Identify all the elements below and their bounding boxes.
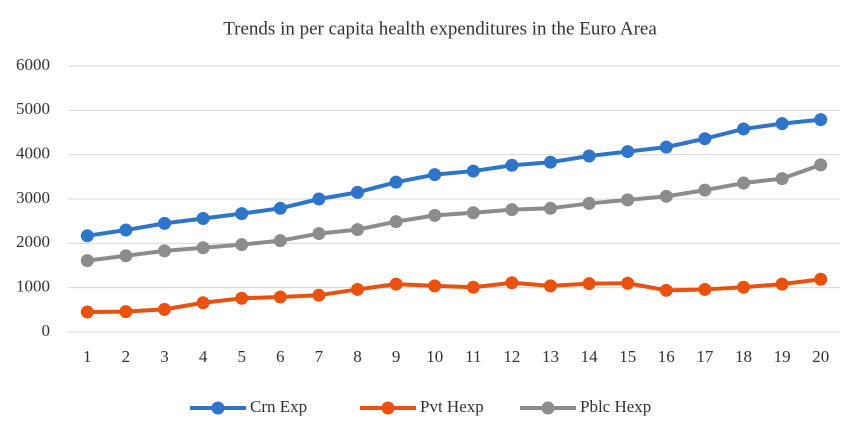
data-point [196, 296, 210, 310]
x-tick-label: 1 [83, 347, 92, 366]
data-point [119, 249, 133, 263]
x-tick-label: 14 [581, 347, 599, 366]
x-tick-label: 8 [353, 347, 362, 366]
data-point [621, 276, 635, 290]
chart-title: Trends in per capita health expenditures… [223, 18, 657, 39]
data-point [737, 122, 750, 136]
data-point [737, 176, 750, 190]
data-point [235, 238, 249, 252]
data-point [80, 229, 94, 243]
x-tick-label: 15 [619, 347, 636, 366]
data-point [119, 223, 133, 237]
data-point [659, 189, 673, 203]
data-point [312, 227, 326, 241]
data-point [466, 164, 480, 178]
data-point [775, 172, 789, 186]
x-tick-label: 12 [503, 347, 520, 366]
x-tick-label: 16 [658, 347, 675, 366]
data-point [119, 305, 133, 319]
data-point [273, 234, 287, 248]
series-line [87, 277, 821, 315]
data-point [351, 282, 364, 296]
data-point [582, 149, 596, 163]
data-point [775, 277, 789, 291]
x-tick-label: 3 [160, 347, 169, 366]
y-tick-label: 0 [42, 321, 51, 340]
data-point [428, 208, 442, 222]
data-point [544, 155, 557, 169]
x-tick-label: 11 [465, 347, 481, 366]
data-point [389, 277, 403, 291]
data-point [389, 175, 403, 189]
data-point [659, 140, 673, 154]
data-point [698, 183, 712, 197]
data-point [158, 244, 171, 258]
data-point [621, 193, 635, 207]
data-point [505, 158, 519, 172]
data-point [389, 215, 403, 229]
data-point [428, 168, 442, 182]
legend-marker [381, 401, 395, 415]
x-tick-label: 9 [392, 347, 401, 366]
x-tick-label: 19 [774, 347, 791, 366]
data-point [466, 280, 480, 294]
data-point [505, 276, 519, 290]
legend-marker [211, 401, 225, 415]
data-point [466, 206, 480, 220]
data-point [235, 291, 249, 305]
data-point [582, 277, 596, 291]
legend-label: Pvt Hexp [420, 397, 484, 416]
legend-marker [541, 401, 555, 415]
x-tick-label: 6 [276, 347, 285, 366]
data-point [582, 196, 596, 210]
data-point [428, 279, 442, 293]
data-point [80, 305, 94, 319]
data-point [814, 113, 828, 127]
data-point [158, 302, 171, 316]
x-tick-label: 4 [199, 347, 208, 366]
x-tick-label: 17 [696, 347, 714, 366]
data-point [312, 288, 326, 302]
data-point [312, 192, 326, 206]
y-tick-label: 6000 [16, 55, 50, 74]
x-tick-label: 20 [812, 347, 829, 366]
legend-label: Crn Exp [250, 397, 307, 416]
data-point [698, 282, 712, 296]
data-point [814, 158, 828, 172]
data-point [814, 272, 828, 286]
y-tick-label: 2000 [16, 232, 50, 251]
data-point [196, 241, 210, 255]
x-tick-label: 2 [122, 347, 131, 366]
data-point [505, 203, 519, 217]
y-tick-label: 3000 [16, 188, 50, 207]
data-point [235, 207, 249, 221]
data-point [775, 117, 789, 131]
x-tick-label: 13 [542, 347, 559, 366]
y-tick-label: 5000 [16, 99, 50, 118]
data-point [544, 201, 557, 215]
x-tick-label: 18 [735, 347, 752, 366]
x-tick-label: 10 [426, 347, 443, 366]
data-point [80, 254, 94, 268]
data-point [351, 185, 364, 199]
data-point [659, 283, 673, 297]
data-point [273, 290, 287, 304]
legend-label: Pblc Hexp [580, 397, 651, 416]
x-tick-label: 7 [315, 347, 324, 366]
x-tick-label: 5 [237, 347, 246, 366]
data-point [273, 201, 287, 215]
data-point [544, 279, 557, 293]
data-point [351, 223, 364, 237]
data-point [621, 145, 635, 159]
data-point [737, 280, 750, 294]
data-point [698, 132, 712, 146]
y-tick-label: 4000 [16, 144, 50, 163]
data-point [196, 212, 210, 226]
data-point [158, 216, 171, 230]
y-tick-label: 1000 [16, 277, 50, 296]
